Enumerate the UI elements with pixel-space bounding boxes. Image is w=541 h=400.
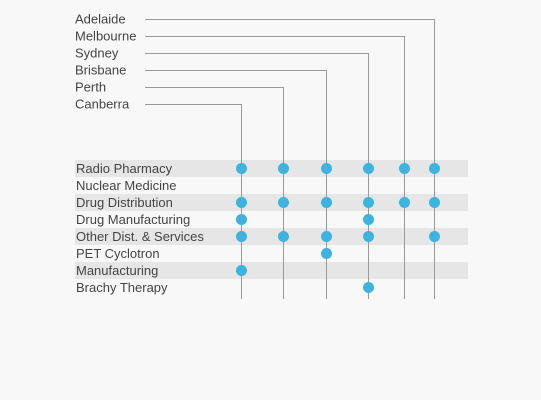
city-label-brisbane: Brisbane [75, 63, 126, 78]
dot-drug-distribution-melbourne [399, 197, 410, 208]
service-label-other-dist-services: Other Dist. & Services [76, 229, 204, 244]
dot-radio-pharmacy-canberra [236, 163, 247, 174]
dot-radio-pharmacy-adelaide [429, 163, 440, 174]
city-label-melbourne: Melbourne [75, 29, 136, 44]
connector-brisbane [145, 70, 327, 299]
dot-drug-distribution-brisbane [321, 197, 332, 208]
dot-drug-distribution-sydney [363, 197, 374, 208]
service-label-drug-manufacturing: Drug Manufacturing [76, 212, 190, 227]
dot-radio-pharmacy-sydney [363, 163, 374, 174]
dot-radio-pharmacy-brisbane [321, 163, 332, 174]
service-label-drug-distribution: Drug Distribution [76, 195, 173, 210]
dot-manufacturing-canberra [236, 265, 247, 276]
row-band-manufacturing [75, 262, 468, 279]
dot-other-dist-services-canberra [236, 231, 247, 242]
service-label-manufacturing: Manufacturing [76, 263, 158, 278]
city-connectors [145, 19, 435, 299]
service-label-nuclear-medicine: Nuclear Medicine [76, 178, 176, 193]
dot-drug-manufacturing-sydney [363, 214, 374, 225]
city-label-adelaide: Adelaide [75, 12, 126, 27]
connector-adelaide [145, 19, 435, 299]
service-labels: Radio Pharmacy Nuclear Medicine Drug Distr… [76, 161, 204, 295]
city-label-perth: Perth [75, 80, 106, 95]
dot-radio-pharmacy-perth [278, 163, 289, 174]
dot-other-dist-services-brisbane [321, 231, 332, 242]
service-label-brachy-therapy: Brachy Therapy [76, 280, 168, 295]
city-label-sydney: Sydney [75, 46, 119, 61]
dot-drug-distribution-adelaide [429, 197, 440, 208]
connector-perth [145, 87, 284, 299]
dot-drug-distribution-perth [278, 197, 289, 208]
service-label-pet-cyclotron: PET Cyclotron [76, 246, 160, 261]
dot-other-dist-services-sydney [363, 231, 374, 242]
city-labels: Adelaide Melbourne Sydney Brisbane Perth Canb… [75, 12, 136, 112]
dot-brachy-therapy-sydney [363, 282, 374, 293]
dot-drug-manufacturing-canberra [236, 214, 247, 225]
connector-melbourne [145, 36, 405, 299]
service-label-radio-pharmacy: Radio Pharmacy [76, 161, 173, 176]
dot-other-dist-services-adelaide [429, 231, 440, 242]
dot-radio-pharmacy-melbourne [399, 163, 410, 174]
presence-dots [236, 163, 440, 293]
dot-pet-cyclotron-brisbane [321, 248, 332, 259]
dot-drug-distribution-canberra [236, 197, 247, 208]
dot-other-dist-services-perth [278, 231, 289, 242]
city-label-canberra: Canberra [75, 97, 130, 112]
